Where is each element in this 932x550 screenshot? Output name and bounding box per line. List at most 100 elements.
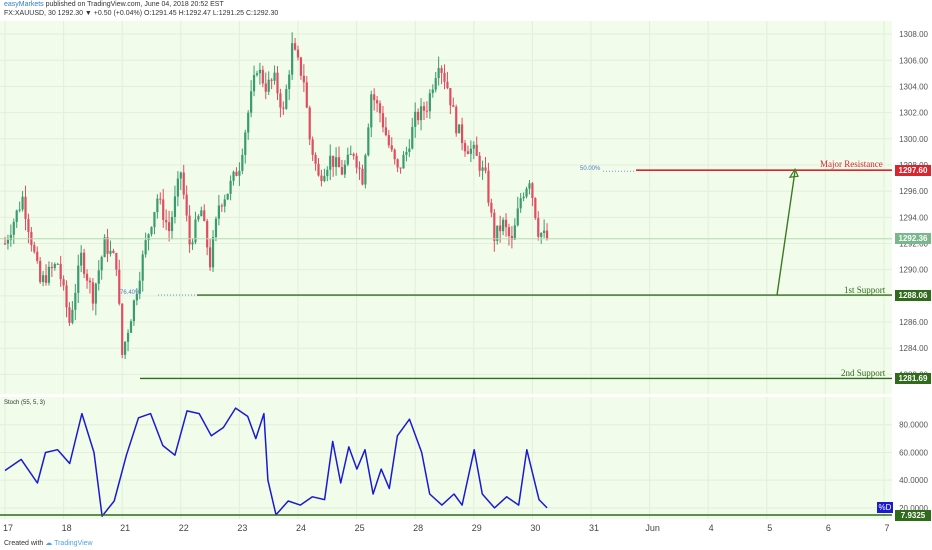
candle-body <box>220 205 223 207</box>
second-support-label: 2nd Support <box>841 368 886 379</box>
candle-body <box>241 154 244 171</box>
x-axis-label: 24 <box>295 523 306 533</box>
candle-body <box>299 57 303 76</box>
candle-body <box>12 221 15 235</box>
candle-body <box>135 293 138 301</box>
candle-body <box>364 155 367 185</box>
candle-body <box>47 266 51 283</box>
candle-body <box>320 175 323 181</box>
candle-body <box>534 198 537 219</box>
candle-body <box>428 93 431 112</box>
candle-body <box>504 219 508 228</box>
candle-body <box>232 171 235 181</box>
candle-body <box>223 199 226 207</box>
candle-body <box>311 139 314 155</box>
candle-body <box>487 170 490 203</box>
candle-body <box>288 74 291 90</box>
last-price-tag: 1292.36 <box>895 233 931 245</box>
x-axis-label: 4 <box>708 523 714 533</box>
publisher-line: easyMarkets published on TradingView.com… <box>4 1 224 9</box>
x-axis-label: 17 <box>2 523 13 533</box>
price-tick-label: 1286.00 <box>899 318 928 327</box>
candle-body <box>370 94 373 128</box>
resistance-price-tag: 1297.60 <box>895 164 931 176</box>
tradingview-brand[interactable]: TradingView <box>54 540 93 547</box>
fib-50-label: 50.00% <box>580 166 601 173</box>
x-axis-label: 28 <box>413 523 424 533</box>
candle-body <box>302 75 305 83</box>
candle-body <box>24 196 27 219</box>
price-tick-label: 1308.00 <box>899 30 928 39</box>
price-axis[interactable] <box>892 21 932 394</box>
candle-body <box>329 155 332 170</box>
candle-body <box>50 266 53 269</box>
candle-body <box>296 49 300 58</box>
candle-body <box>422 106 426 111</box>
candle-body <box>191 242 194 245</box>
candle-body <box>33 245 36 252</box>
candle-body <box>88 280 92 283</box>
candle-body <box>211 237 215 268</box>
candle-body <box>162 199 165 221</box>
stoch-axis[interactable] <box>892 397 932 519</box>
candle-body <box>15 210 18 222</box>
candle-body <box>332 155 335 167</box>
candle-body <box>373 94 376 101</box>
candle-body <box>21 196 24 210</box>
price-tick-label: 1296.00 <box>899 187 928 196</box>
candle-body <box>545 230 549 239</box>
first-support-price-tag: 1288.06 <box>895 289 931 301</box>
candle-body <box>516 208 519 226</box>
candle-body <box>346 154 349 165</box>
candle-body <box>352 153 355 156</box>
candle-body <box>103 237 106 258</box>
candle-body <box>484 167 487 171</box>
stochastic-panel[interactable] <box>0 397 892 519</box>
candle-body <box>463 143 467 152</box>
candle-body <box>405 151 408 155</box>
x-axis-label: 29 <box>471 523 482 533</box>
candle-body <box>449 88 452 106</box>
candle-body <box>9 234 12 240</box>
candle-body <box>417 111 420 121</box>
candle-body <box>282 107 285 109</box>
candle-body <box>276 72 279 94</box>
candle-body <box>393 149 396 160</box>
candle-body <box>147 234 150 241</box>
x-axis-label: 5 <box>767 523 773 533</box>
candle-body <box>188 215 191 245</box>
candle-body <box>203 210 206 222</box>
candle-body <box>469 148 472 154</box>
candle-body <box>6 239 10 244</box>
candle-body <box>41 275 45 283</box>
price-tick-label: 1306.00 <box>899 56 928 65</box>
candle-body <box>293 43 297 50</box>
candle-body <box>481 167 484 171</box>
candle-body <box>531 183 534 199</box>
candle-body <box>452 105 455 107</box>
candle-body <box>126 332 130 342</box>
candle-body <box>513 225 516 240</box>
stoch-title: Stoch (55, 5, 3) <box>4 400 46 406</box>
x-axis-label: 30 <box>530 523 541 533</box>
publisher-brand[interactable]: easyMarkets <box>4 1 44 8</box>
candle-body <box>510 235 513 240</box>
candle-body <box>94 283 97 304</box>
candle-body <box>229 180 232 194</box>
candle-body <box>499 225 502 232</box>
candle-body <box>156 198 159 213</box>
candle-body <box>540 233 543 237</box>
first-support-label: 1st Support <box>844 285 886 296</box>
candle-body <box>264 83 267 92</box>
candle-body <box>361 168 364 185</box>
stoch-d-tag: %D <box>877 502 893 514</box>
candle-body <box>206 221 209 248</box>
candle-body <box>197 216 200 220</box>
candle-body <box>173 196 177 218</box>
candle-body <box>507 227 511 236</box>
candle-body <box>305 82 308 108</box>
candle-body <box>65 285 68 308</box>
price-chart-panel[interactable] <box>0 21 892 394</box>
candle-body <box>209 247 212 268</box>
